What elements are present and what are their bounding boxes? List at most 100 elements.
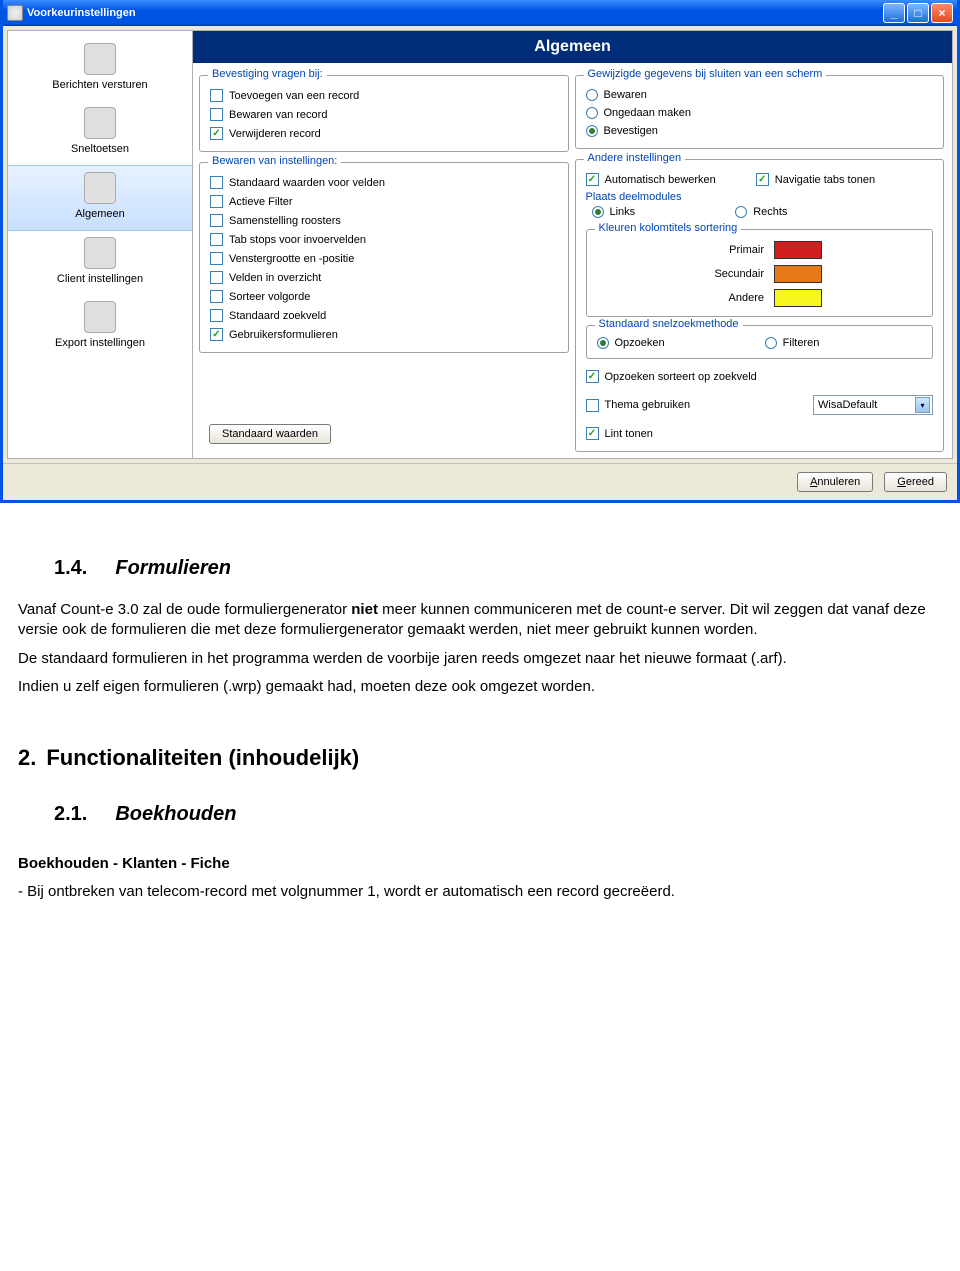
group-other: Andere instellingen ✓ Automatisch bewerk… [575,159,945,452]
label-filteren: Filteren [783,337,820,349]
sidebar-item-client[interactable]: Client instellingen [8,231,192,295]
close-button[interactable]: × [931,3,953,23]
ok-button[interactable]: Gereed [884,472,947,492]
radio-rechts[interactable] [735,206,747,218]
radio-links[interactable] [592,206,604,218]
general-icon [84,172,116,204]
radio-filteren[interactable] [765,337,777,349]
label-rechts: Rechts [753,206,787,218]
heading-1-4: 1.4.Formulieren [54,555,942,582]
group-title: Andere instellingen [584,152,686,164]
sidebar-item-label: Algemeen [12,208,188,220]
sidebar-item-label: Sneltoetsen [12,143,188,155]
checkbox-save-7[interactable] [210,309,223,322]
database-icon [84,301,116,333]
sidebar-item-general[interactable]: Algemeen [8,165,192,231]
checkbox-label: Gebruikersformulieren [229,329,338,341]
checkbox-theme[interactable] [586,399,599,412]
radio-opzoeken[interactable] [597,337,609,349]
checkbox-save-2[interactable] [210,214,223,227]
heading-2-1: 2.1.Boekhouden [54,801,942,828]
paragraph: De standaard formulieren in het programm… [18,649,942,669]
theme-value: WisaDefault [818,399,877,411]
group-confirm: Bevestiging vragen bij: Toevoegen van ee… [199,75,569,152]
radio-label: Bewaren [604,89,647,101]
minimize-button[interactable]: _ [883,3,905,23]
radio-changed-0[interactable] [586,89,598,101]
sidebar-item-label: Client instellingen [12,273,188,285]
group-search-method: Standaard snelzoekmethode Opzoeken Filte… [586,325,934,359]
color-label: Secundair [694,268,764,280]
radio-label: Bevestigen [604,125,658,137]
envelope-icon [84,43,116,75]
paragraph: - Bij ontbreken van telecom-record met v… [18,882,942,902]
checkbox-confirm-0[interactable] [210,89,223,102]
checkbox-label: Standaard zoekveld [229,310,326,322]
cancel-button[interactable]: Annuleren [797,472,873,492]
checkbox-ribbon[interactable]: ✓ [586,427,599,440]
sidebar-item-shortcuts[interactable]: Sneltoetsen [8,101,192,165]
checkbox-confirm-1[interactable] [210,108,223,121]
group-title: Standaard snelzoekmethode [595,318,743,330]
checkbox-save-3[interactable] [210,233,223,246]
group-save-settings: Bewaren van instellingen: Standaard waar… [199,162,569,353]
sidebar-item-export[interactable]: Export instellingen [8,295,192,359]
checkbox-label: Bewaren van record [229,109,327,121]
sidebar-item-label: Export instellingen [12,337,188,349]
group-changed-data: Gewijzigde gegevens bij sluiten van een … [575,75,945,149]
paragraph: Vanaf Count-e 3.0 zal de oude formulierg… [18,600,942,641]
heading-2: 2.Functionaliteiten (inhoudelijk) [18,743,942,773]
group-colors: Kleuren kolomtitels sortering PrimairSec… [586,229,934,317]
checkbox-nav-tabs[interactable]: ✓ [756,173,769,186]
checkbox-sort-field[interactable]: ✓ [586,370,599,383]
document-body: 1.4.Formulieren Vanaf Count-e 3.0 zal de… [0,503,960,950]
checkbox-label: Actieve Filter [229,196,293,208]
color-swatch-2[interactable] [774,289,822,307]
color-swatch-1[interactable] [774,265,822,283]
label-nav-tabs: Navigatie tabs tonen [775,174,875,186]
titlebar[interactable]: Voorkeurinstellingen _ □ × [3,0,957,26]
radio-changed-2[interactable] [586,125,598,137]
preferences-window: Voorkeurinstellingen _ □ × Berichten ver… [0,0,960,503]
radio-changed-1[interactable] [586,107,598,119]
label-auto-edit: Automatisch bewerken [605,174,716,186]
color-swatch-0[interactable] [774,241,822,259]
placement-title: Plaats deelmodules [586,191,934,203]
checkbox-save-0[interactable] [210,176,223,189]
checkbox-label: Venstergrootte en -positie [229,253,354,265]
chevron-down-icon: ▾ [915,397,930,413]
checkbox-label: Toevoegen van een record [229,90,359,102]
sidebar-item-messages[interactable]: Berichten versturen [8,37,192,101]
sidebar: Berichten versturen Sneltoetsen Algemeen… [8,31,193,458]
paragraph: Indien u zelf eigen formulieren (.wrp) g… [18,677,942,697]
maximize-button[interactable]: □ [907,3,929,23]
checkbox-label: Verwijderen record [229,128,321,140]
checkbox-save-1[interactable] [210,195,223,208]
group-title: Gewijzigde gegevens bij sluiten van een … [584,68,827,80]
color-label: Andere [694,292,764,304]
subheading: Boekhouden - Klanten - Fiche [18,854,942,874]
group-title: Bevestiging vragen bij: [208,68,327,80]
checkbox-save-8[interactable]: ✓ [210,328,223,341]
checkbox-label: Standaard waarden voor velden [229,177,385,189]
window-title: Voorkeurinstellingen [27,7,883,19]
color-label: Primair [694,244,764,256]
tools-icon [84,237,116,269]
checkbox-label: Sorteer volgorde [229,291,310,303]
label-links: Links [610,206,636,218]
theme-select[interactable]: WisaDefault ▾ [813,395,933,415]
checkbox-save-4[interactable] [210,252,223,265]
checkbox-label: Samenstelling roosters [229,215,341,227]
checkbox-auto-edit[interactable]: ✓ [586,173,599,186]
checkbox-save-6[interactable] [210,290,223,303]
checkbox-label: Velden in overzicht [229,272,321,284]
checkbox-save-5[interactable] [210,271,223,284]
label-opzoeken: Opzoeken [615,337,665,349]
label-ribbon: Lint tonen [605,428,653,440]
sidebar-item-label: Berichten versturen [12,79,188,91]
app-icon [7,5,23,21]
defaults-button[interactable]: Standaard waarden [209,424,331,444]
label-sort-field: Opzoeken sorteert op zoekveld [605,371,757,383]
group-title: Kleuren kolomtitels sortering [595,222,742,234]
checkbox-confirm-2[interactable]: ✓ [210,127,223,140]
